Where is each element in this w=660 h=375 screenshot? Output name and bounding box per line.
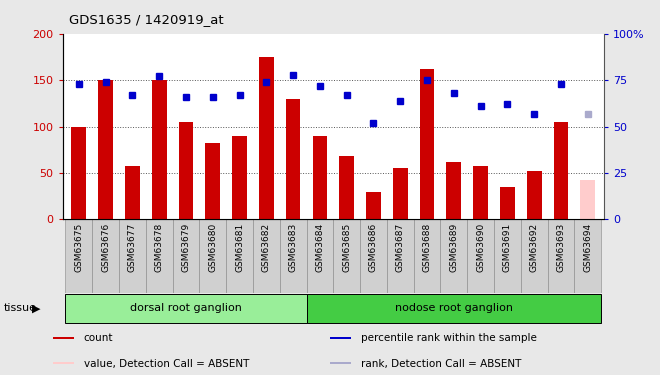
Bar xyxy=(580,180,595,219)
Bar xyxy=(232,136,247,219)
Bar xyxy=(125,165,140,219)
Bar xyxy=(366,192,381,219)
Text: tissue: tissue xyxy=(3,303,36,313)
Bar xyxy=(521,219,548,292)
Bar xyxy=(146,219,172,292)
Text: GSM63683: GSM63683 xyxy=(288,223,298,272)
Text: nodose root ganglion: nodose root ganglion xyxy=(395,303,513,313)
Bar xyxy=(98,80,113,219)
Text: GSM63688: GSM63688 xyxy=(422,223,432,272)
Text: GDS1635 / 1420919_at: GDS1635 / 1420919_at xyxy=(69,13,224,26)
Bar xyxy=(313,136,327,219)
Bar xyxy=(253,219,280,292)
Bar xyxy=(420,69,434,219)
Bar xyxy=(53,363,74,364)
Bar xyxy=(330,337,351,339)
Bar xyxy=(393,168,408,219)
Text: count: count xyxy=(84,333,113,343)
Text: dorsal root ganglion: dorsal root ganglion xyxy=(130,303,242,313)
Bar xyxy=(467,219,494,292)
Text: GSM63681: GSM63681 xyxy=(235,223,244,272)
Bar xyxy=(172,219,199,292)
Text: ▶: ▶ xyxy=(32,303,40,313)
Bar xyxy=(339,156,354,219)
Text: GSM63692: GSM63692 xyxy=(530,223,539,272)
Bar xyxy=(360,219,387,292)
Bar xyxy=(447,162,461,219)
Bar xyxy=(65,219,92,292)
Bar xyxy=(280,219,306,292)
Bar xyxy=(548,219,574,292)
Text: GSM63675: GSM63675 xyxy=(75,223,83,272)
Bar xyxy=(330,363,351,364)
Text: GSM63676: GSM63676 xyxy=(101,223,110,272)
Text: GSM63677: GSM63677 xyxy=(128,223,137,272)
Text: GSM63686: GSM63686 xyxy=(369,223,378,272)
Bar xyxy=(205,143,220,219)
Text: GSM63682: GSM63682 xyxy=(262,223,271,272)
Bar xyxy=(333,219,360,292)
Text: GSM63685: GSM63685 xyxy=(342,223,351,272)
Bar xyxy=(259,57,274,219)
Text: GSM63690: GSM63690 xyxy=(476,223,485,272)
Text: GSM63684: GSM63684 xyxy=(315,223,325,272)
Bar xyxy=(71,127,86,219)
Bar xyxy=(199,219,226,292)
Bar xyxy=(414,219,440,292)
Bar xyxy=(179,122,193,219)
Bar xyxy=(440,219,467,292)
Bar xyxy=(387,219,414,292)
Bar xyxy=(473,166,488,219)
Text: GSM63678: GSM63678 xyxy=(154,223,164,272)
Bar xyxy=(527,171,542,219)
Text: percentile rank within the sample: percentile rank within the sample xyxy=(361,333,537,343)
Text: GSM63693: GSM63693 xyxy=(556,223,566,272)
Text: value, Detection Call = ABSENT: value, Detection Call = ABSENT xyxy=(84,358,249,369)
Bar xyxy=(306,294,601,323)
Text: GSM63691: GSM63691 xyxy=(503,223,512,272)
Text: rank, Detection Call = ABSENT: rank, Detection Call = ABSENT xyxy=(361,358,521,369)
Bar xyxy=(574,219,601,292)
Bar xyxy=(494,219,521,292)
Bar xyxy=(226,219,253,292)
Bar xyxy=(500,187,515,219)
Text: GSM63680: GSM63680 xyxy=(209,223,217,272)
Bar xyxy=(306,219,333,292)
Bar xyxy=(119,219,146,292)
Text: GSM63679: GSM63679 xyxy=(182,223,191,272)
Text: GSM63694: GSM63694 xyxy=(583,223,592,272)
Bar xyxy=(554,122,568,219)
Bar xyxy=(53,337,74,339)
Bar xyxy=(152,80,166,219)
Text: GSM63687: GSM63687 xyxy=(396,223,405,272)
Bar xyxy=(65,294,306,323)
Text: GSM63689: GSM63689 xyxy=(449,223,458,272)
Bar xyxy=(286,99,300,219)
Bar xyxy=(92,219,119,292)
